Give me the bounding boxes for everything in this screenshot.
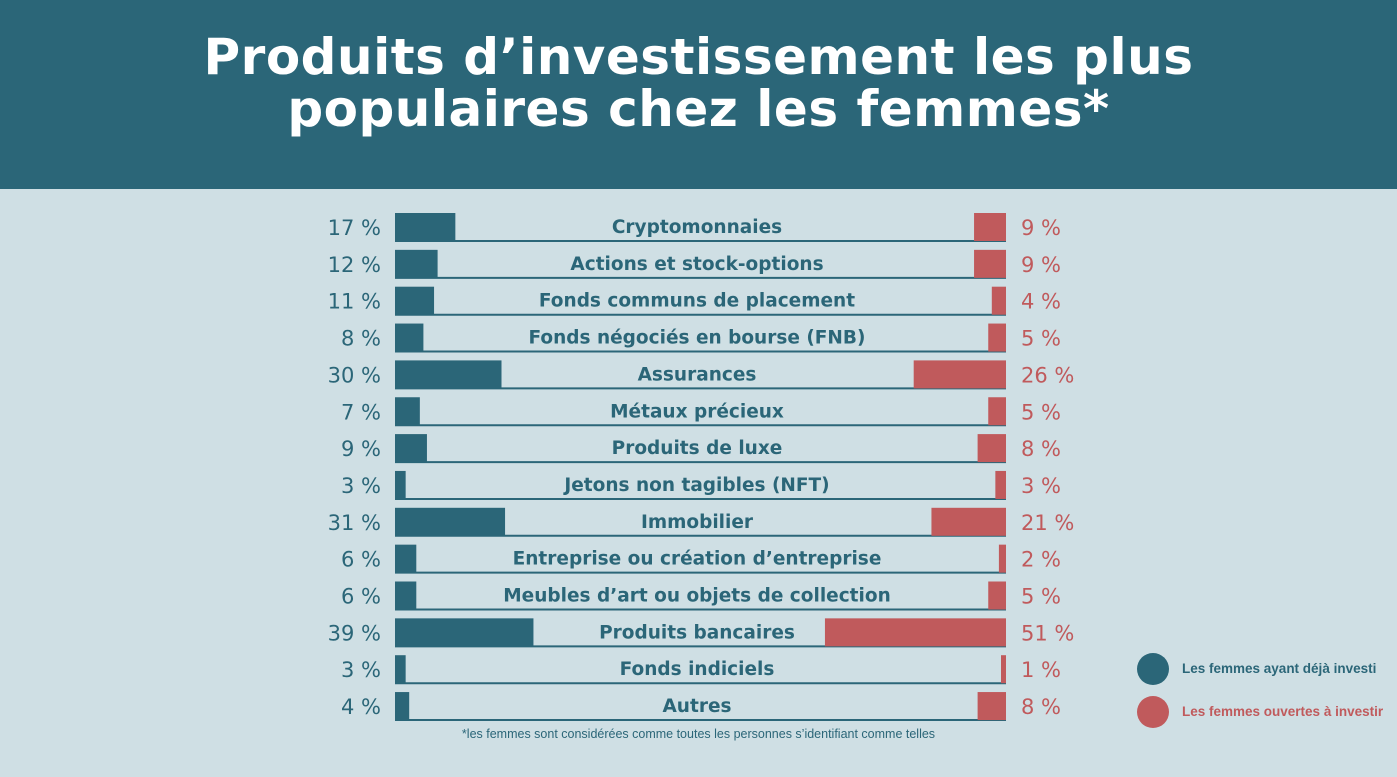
category-label: Actions et stock-options [570,254,823,275]
value-label-invested: 31 % [328,511,381,535]
value-label-open: 8 % [1021,695,1061,719]
category-label: Fonds indiciels [620,659,775,680]
category-label: Fonds négociés en bourse (FNB) [529,328,866,349]
legend-invested-label: Les femmes ayant déjà investi [1182,661,1377,676]
value-label-invested: 3 % [341,474,381,498]
value-label-open: 9 % [1021,253,1061,277]
title-line-1: Produits d’investissement les plus [203,28,1194,86]
category-label: Produits bancaires [599,622,795,643]
value-label-open: 21 % [1021,511,1074,535]
bar-open [824,618,1006,647]
value-label-invested: 9 % [341,437,381,461]
bar-invested [395,323,424,352]
value-label-invested: 7 % [341,400,381,424]
bar-invested [395,434,427,463]
bar-invested [395,213,456,241]
value-label-open: 2 % [1021,548,1061,572]
value-label-open: 4 % [1021,290,1061,314]
value-label-invested: 30 % [328,363,381,387]
bar-open [995,470,1006,499]
bar-invested [395,544,417,573]
bar-invested [395,360,502,389]
value-label-invested: 39 % [328,621,381,645]
bar-open [931,507,1006,536]
legend-invested-swatch [1137,653,1169,685]
bar-invested [395,470,406,499]
value-label-open: 8 % [1021,437,1061,461]
bar-invested [395,249,438,278]
bar-open [974,249,1006,278]
category-label: Immobilier [641,512,754,533]
value-label-invested: 11 % [328,290,381,314]
chart-title: Produits d’investissement les plus popul… [0,31,1397,135]
bar-open [974,213,1006,241]
bar-open [991,286,1006,315]
bar-invested [395,618,534,647]
value-label-open: 5 % [1021,327,1061,351]
bar-invested [395,507,506,536]
value-label-invested: 6 % [341,585,381,609]
value-label-open: 3 % [1021,474,1061,498]
bar-invested [395,581,417,610]
legend-open-swatch [1137,696,1169,728]
value-label-open: 26 % [1021,363,1074,387]
bar-open [977,434,1006,463]
bar-open [977,692,1006,721]
bar-open [998,544,1006,573]
category-label: Assurances [638,364,757,385]
category-label: Jetons non tagibles (NFT) [562,475,829,496]
bar-open [988,397,1006,426]
category-label: Meubles d’art ou objets de collection [503,586,891,607]
legend-open-label: Les femmes ouvertes à investir [1182,704,1384,719]
bar-open [988,323,1006,352]
value-label-invested: 3 % [341,658,381,682]
category-label: Produits de luxe [612,438,783,459]
footnote: *les femmes sont considérées comme toute… [461,727,936,741]
bar-open [913,360,1006,389]
bar-invested [395,286,435,315]
value-label-invested: 4 % [341,695,381,719]
value-label-open: 5 % [1021,400,1061,424]
bar-invested [395,692,410,721]
header-banner: Produits d’investissement les plus popul… [0,0,1397,189]
category-label: Autres [662,696,731,717]
title-line-2: populaires chez les femmes* [287,80,1110,138]
category-label: Fonds communs de placement [539,291,855,312]
value-label-open: 51 % [1021,621,1074,645]
value-label-invested: 6 % [341,548,381,572]
bar-invested [395,655,406,684]
value-label-invested: 17 % [328,216,381,240]
category-label: Métaux précieux [610,401,784,422]
value-label-open: 9 % [1021,216,1061,240]
value-label-open: 1 % [1021,658,1061,682]
value-label-invested: 8 % [341,327,381,351]
bar-open [988,581,1006,610]
value-label-invested: 12 % [328,253,381,277]
bar-open [1001,655,1006,684]
value-label-open: 5 % [1021,585,1061,609]
category-label: Entreprise ou création d’entreprise [513,549,882,570]
bar-chart: 17 % Cryptomonnaies 9 % 12 % Actions et stoc… [328,213,1074,722]
category-label: Cryptomonnaies [612,217,782,238]
bar-invested [395,397,420,426]
